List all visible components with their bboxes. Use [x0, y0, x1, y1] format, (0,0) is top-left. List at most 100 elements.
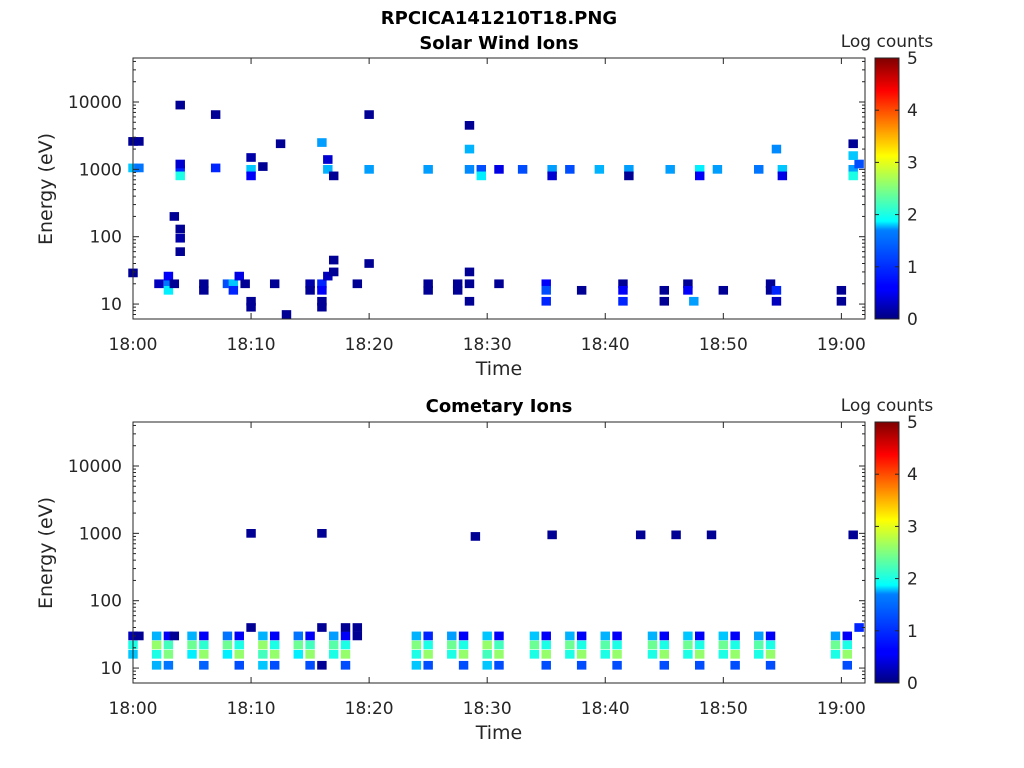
heatmap-cell	[547, 165, 557, 174]
heatmap-cell	[411, 660, 422, 670]
cometary-colorbar-label: Log counts	[841, 396, 934, 416]
heatmap-cell	[754, 165, 764, 174]
heatmap-cell	[199, 279, 209, 289]
heatmap-cell	[765, 279, 776, 289]
x-tick-label: 18:10	[227, 699, 276, 719]
heatmap-cell	[328, 649, 339, 659]
heatmap-cell	[163, 285, 174, 295]
heatmap-cell	[240, 279, 250, 289]
heatmap-cell	[529, 640, 540, 650]
heatmap-cell	[169, 631, 180, 641]
heatmap-cell	[328, 255, 339, 265]
figure-title: RPCICA141210T18.PNG	[381, 8, 617, 29]
heatmap-cell	[199, 649, 209, 659]
solar-wind-plot-frame	[132, 57, 866, 320]
heatmap-cell	[411, 640, 422, 650]
heatmap-cell	[694, 649, 705, 659]
heatmap-cell	[246, 302, 256, 312]
cometary-heatmap-cells	[128, 529, 864, 670]
heatmap-cell	[718, 285, 729, 295]
heatmap-cell	[618, 296, 628, 306]
solar-wind-colorbar: 0 1 2 3 4 5	[874, 49, 918, 330]
heatmap-cell	[258, 631, 268, 641]
colorbar-gradient	[874, 57, 900, 320]
heatmap-cell	[618, 279, 628, 289]
cometary-panel: Cometary Ions 18:00 18:10 18:20 18:30 18:40 1…	[35, 396, 933, 744]
heatmap-cell	[175, 165, 185, 174]
heatmap-cell	[175, 159, 185, 169]
heatmap-cell	[683, 631, 693, 641]
heatmap-cell	[269, 640, 280, 650]
heatmap-cell	[494, 631, 504, 641]
heatmap-cell	[340, 623, 351, 632]
heatmap-cell	[494, 649, 504, 659]
heatmap-cell	[423, 631, 433, 641]
heatmap-cell	[830, 649, 841, 659]
heatmap-cell	[187, 631, 197, 641]
heatmap-cell	[323, 271, 333, 281]
heatmap-cell	[482, 649, 492, 659]
heatmap-cell	[712, 165, 723, 174]
heatmap-cell	[352, 279, 363, 289]
x-tick-label: 18:40	[581, 699, 630, 719]
heatmap-cell	[659, 296, 670, 306]
heatmap-cell	[163, 660, 174, 670]
heatmap-cell	[323, 155, 333, 164]
heatmap-cell	[151, 631, 162, 641]
heatmap-cell	[854, 159, 864, 169]
heatmap-cell	[246, 171, 256, 181]
heatmap-cell	[269, 649, 280, 659]
heatmap-cell	[234, 660, 244, 670]
heatmap-cell	[423, 165, 433, 174]
heatmap-cell	[234, 649, 244, 659]
heatmap-cell	[447, 649, 457, 659]
heatmap-cell	[765, 660, 776, 670]
heatmap-cell	[246, 529, 256, 538]
heatmap-cell	[169, 212, 180, 221]
heatmap-cell	[494, 279, 504, 289]
heatmap-cell	[482, 660, 492, 670]
heatmap-cell	[151, 649, 162, 659]
heatmap-cell	[246, 165, 256, 174]
heatmap-cell	[541, 285, 551, 295]
heatmap-cell	[199, 631, 209, 641]
heatmap-cell	[340, 640, 351, 650]
x-tick-label: 18:30	[463, 335, 512, 355]
colorbar-tick-label: 1	[907, 258, 918, 278]
x-tick-label: 18:50	[699, 699, 748, 719]
heatmap-cell	[842, 660, 853, 670]
heatmap-cell	[647, 649, 658, 659]
heatmap-cell	[541, 296, 551, 306]
heatmap-cell	[476, 165, 487, 174]
heatmap-cell	[234, 640, 244, 650]
heatmap-cell	[163, 279, 174, 289]
heatmap-cell	[352, 631, 363, 641]
heatmap-cell	[364, 110, 374, 119]
heatmap-cell	[830, 631, 841, 641]
heatmap-cell	[269, 279, 280, 289]
heatmap-cell	[771, 144, 782, 154]
heatmap-cell	[635, 530, 646, 540]
heatmap-cell	[671, 530, 681, 540]
heatmap-cell	[730, 631, 740, 641]
heatmap-cell	[576, 640, 587, 650]
heatmap-cell	[624, 165, 634, 174]
heatmap-cell	[134, 163, 144, 173]
heatmap-cell	[134, 137, 144, 146]
heatmap-cell	[210, 163, 221, 173]
heatmap-cell	[411, 649, 422, 659]
heatmap-cell	[464, 144, 475, 154]
x-tick-label: 18:20	[345, 335, 394, 355]
x-tick-label: 19:00	[817, 699, 866, 719]
x-tick-label: 18:00	[109, 335, 158, 355]
heatmap-cell	[175, 224, 185, 234]
heatmap-cell	[423, 640, 433, 650]
heatmap-cell	[258, 640, 268, 650]
heatmap-cell	[222, 640, 233, 650]
heatmap-cell	[199, 660, 209, 670]
heatmap-cell	[317, 285, 327, 295]
heatmap-cell	[576, 649, 587, 659]
heatmap-cell	[228, 285, 239, 295]
heatmap-cell	[754, 649, 764, 659]
